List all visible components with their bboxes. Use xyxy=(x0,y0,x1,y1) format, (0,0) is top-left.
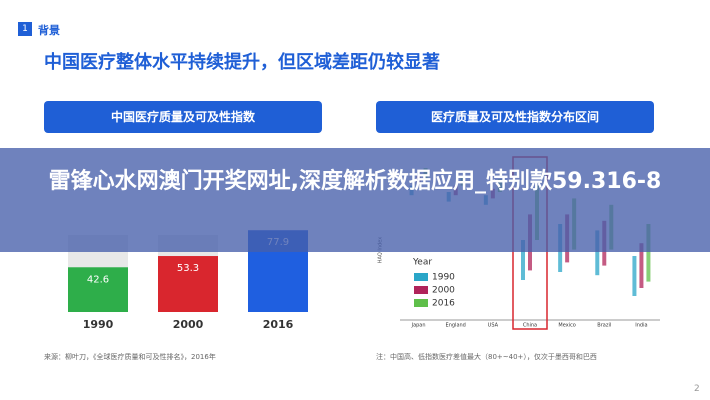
left-tab: 中国医疗质量及可及性指数 xyxy=(44,101,322,133)
bar xyxy=(158,256,218,312)
range-bar xyxy=(639,243,644,288)
value-label: 42.6 xyxy=(87,274,109,285)
x-tick-label: 1990 xyxy=(83,318,114,331)
x-tick-label: Mexico xyxy=(558,323,575,329)
range-bar xyxy=(646,224,651,282)
section-number: 1 xyxy=(18,22,32,36)
source: 来源：柳叶刀，《全球医疗质量和可及性排名》，2016年 xyxy=(44,353,216,361)
section: 背景 xyxy=(38,24,60,37)
x-tick-label: Brazil xyxy=(597,323,611,329)
legend-label: 2000 xyxy=(432,286,455,296)
legend-label: 1990 xyxy=(432,273,455,283)
page-number: 2 xyxy=(694,384,700,394)
bar xyxy=(68,267,128,312)
banner: 雷锋心水网澳门开奖网址,深度解析数据应用_特别款59.316-8 xyxy=(0,148,710,252)
x-tick-label: USA xyxy=(488,323,499,329)
x-tick-label: England xyxy=(446,323,466,329)
range-bar xyxy=(521,240,525,280)
x-tick-label: 2000 xyxy=(173,318,204,331)
x-tick-label: Japan xyxy=(411,323,426,329)
legend-label: 2016 xyxy=(432,299,455,309)
range-bar xyxy=(595,230,600,276)
x-tick-label: India xyxy=(635,323,647,329)
title: 中国医疗整体水平持续提升，但区域差距仍较显著 xyxy=(44,52,440,73)
x-tick-label: China xyxy=(523,323,537,329)
x-tick-label: 2016 xyxy=(263,318,294,331)
value-label: 53.3 xyxy=(177,263,199,274)
right-tab: 医疗质量及可及性指数分布区间 xyxy=(376,101,654,133)
range-bar xyxy=(632,256,637,296)
legend-swatch xyxy=(414,286,428,294)
legend-swatch xyxy=(414,299,428,307)
legend-swatch xyxy=(414,273,428,281)
note: 注：中国高、低指数医疗差值最大（80+~40+），仅次于墨西哥和巴西 xyxy=(376,353,597,361)
legend-title: Year xyxy=(412,258,432,268)
